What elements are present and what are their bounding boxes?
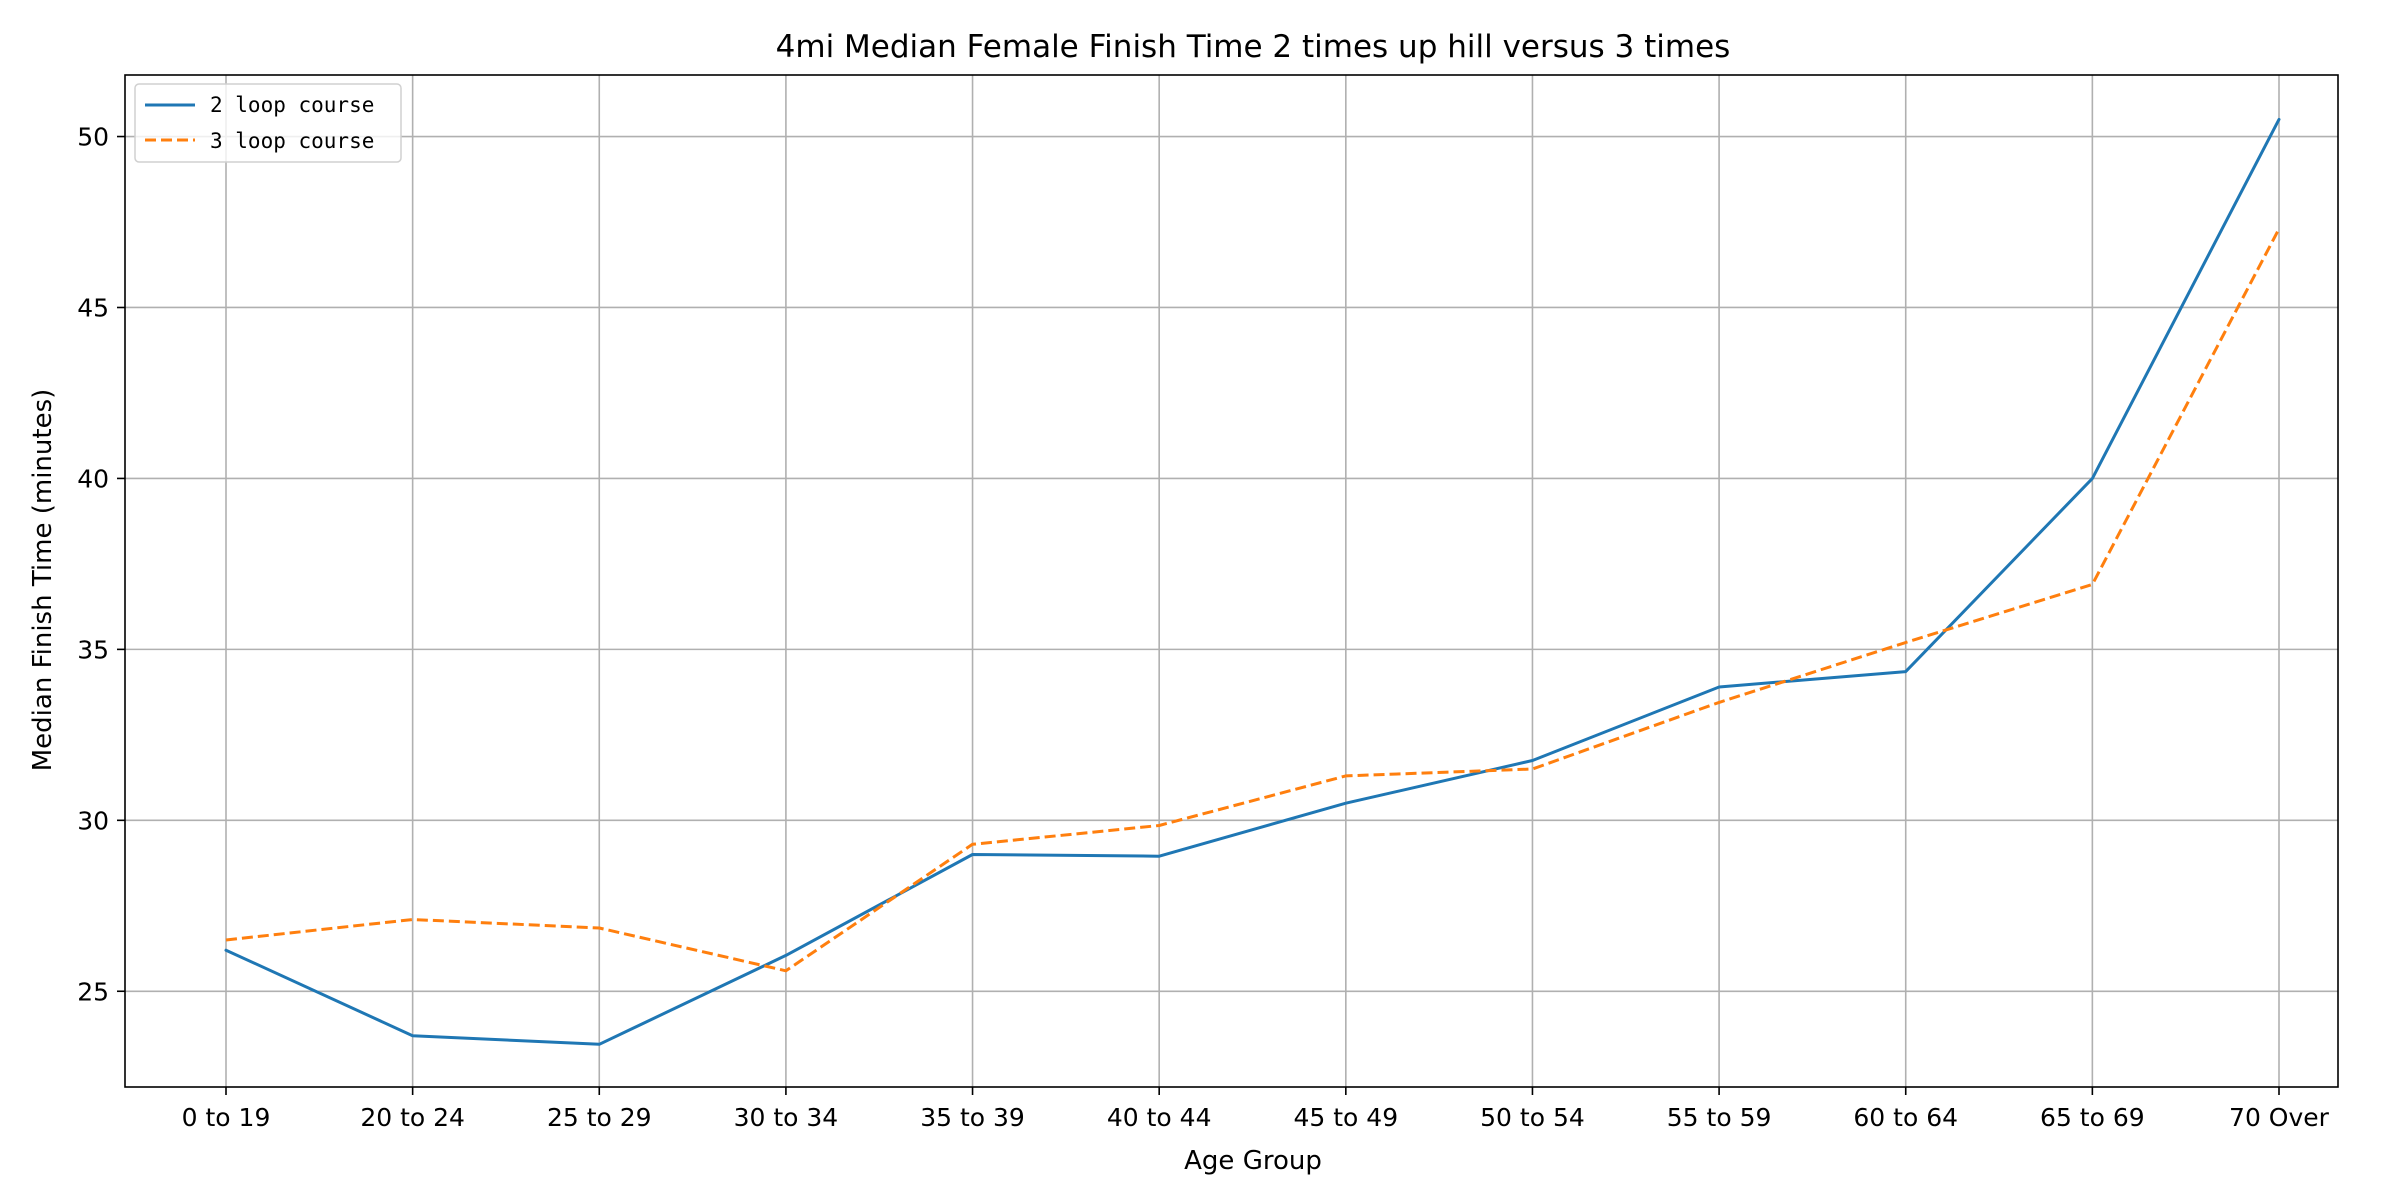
x-tick-label: 45 to 49 (1294, 1103, 1399, 1132)
legend-label-3-loop: 3 loop course (210, 129, 374, 153)
y-tick-label: 30 (77, 806, 109, 835)
x-tick-label: 50 to 54 (1480, 1103, 1585, 1132)
axis-ticks: 0 to 19 20 to 24 25 to 29 30 to 34 35 to 39 4… (77, 123, 2329, 1132)
y-axis-label: Median Finish Time (minutes) (28, 389, 58, 772)
grid (125, 75, 2338, 1087)
x-axis-label: Age Group (1184, 1146, 1322, 1176)
x-tick-label: 35 to 39 (920, 1103, 1025, 1132)
y-tick-label: 40 (77, 464, 109, 493)
x-tick-label: 55 to 59 (1667, 1103, 1772, 1132)
legend-label-2-loop: 2 loop course (210, 93, 374, 117)
x-tick-label: 60 to 64 (1853, 1103, 1958, 1132)
x-tick-label: 20 to 24 (360, 1103, 465, 1132)
x-tick-label: 0 to 19 (182, 1103, 271, 1132)
legend: 2 loop course 3 loop course (134, 83, 402, 163)
series-line-3-loop (225, 228, 2281, 973)
x-tick-label: 25 to 29 (547, 1103, 652, 1132)
y-tick-label: 45 (77, 293, 109, 322)
series-line-2-loop (224, 117, 2281, 1046)
y-tick-label: 35 (77, 635, 109, 664)
x-tick-label: 40 to 44 (1107, 1103, 1212, 1132)
chart-title: 4mi Median Female Finish Time 2 times up… (776, 29, 1731, 65)
x-tick-label: 70 Over (2229, 1103, 2330, 1132)
x-tick-label: 65 to 69 (2040, 1103, 2145, 1132)
y-tick-label: 25 (77, 977, 109, 1006)
x-tick-label: 30 to 34 (734, 1103, 839, 1132)
legend-box (134, 83, 402, 163)
series-layer (224, 117, 2281, 1046)
plot-frame (124, 74, 2339, 1088)
y-tick-label: 50 (77, 123, 109, 152)
